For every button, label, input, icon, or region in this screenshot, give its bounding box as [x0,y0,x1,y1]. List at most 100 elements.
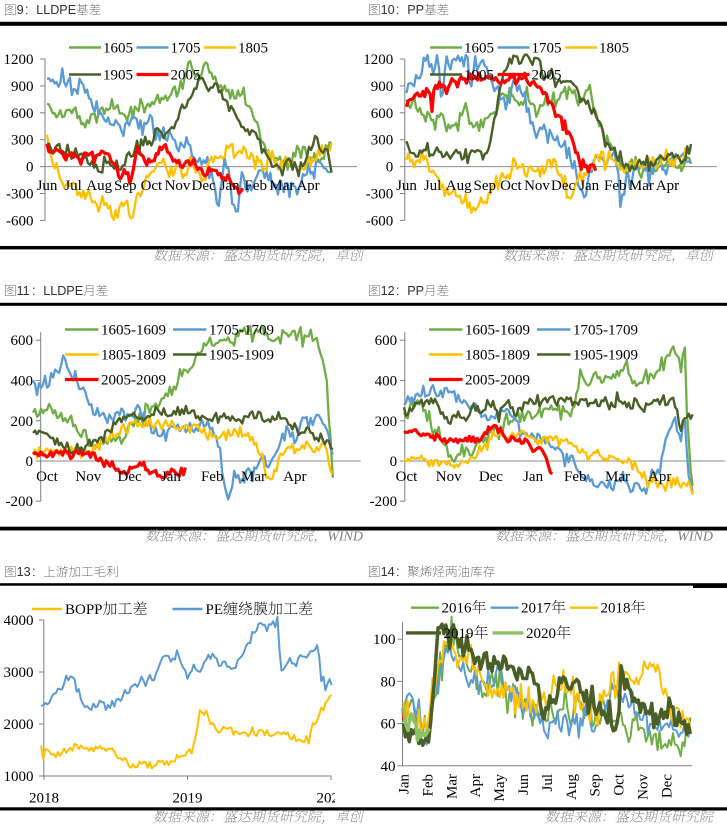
svg-text:0: 0 [386,160,394,176]
svg-text:1805: 1805 [238,41,268,57]
svg-text:1805-1809: 1805-1809 [465,348,530,364]
svg-text:1905-1909: 1905-1909 [209,348,274,364]
svg-text:600: 600 [375,333,398,349]
svg-text:2016: 2016 [442,601,473,617]
svg-text:Jun: Jun [396,178,417,194]
svg-text:PE: PE [206,602,224,618]
svg-text:10: 10 [381,3,395,17]
svg-text:2000: 2000 [4,717,34,733]
svg-text:2017: 2017 [521,601,552,617]
svg-text:2005: 2005 [171,68,201,84]
svg-text:May: May [492,774,508,802]
svg-text:0: 0 [26,160,34,176]
svg-text:-200: -200 [6,494,34,510]
svg-text:Dec: Dec [659,774,675,798]
svg-text:-600: -600 [366,213,394,229]
svg-text:1605-1609: 1605-1609 [101,323,166,339]
svg-text:600: 600 [371,106,394,122]
svg-text:1605-1609: 1605-1609 [465,323,530,339]
svg-text:Sep: Sep [114,178,137,194]
svg-text:-200: -200 [370,494,398,510]
svg-text:Apr: Apr [468,774,484,797]
svg-text:Feb: Feb [420,774,436,797]
svg-text:1905: 1905 [103,68,133,84]
svg-text:Oct: Oct [500,178,522,194]
svg-text:Jan: Jan [397,774,413,794]
svg-text:Nov: Nov [636,774,652,800]
svg-text:Apr: Apr [283,469,306,485]
svg-text:Oct: Oct [36,469,58,485]
svg-text:300: 300 [11,133,34,149]
svg-text:Oct: Oct [612,773,628,795]
svg-text:Nov: Nov [75,469,101,485]
svg-text:Dec: Dec [192,178,216,194]
svg-text:Feb: Feb [564,469,587,485]
svg-text:40: 40 [381,759,396,775]
svg-text:LLDPE: LLDPE [43,284,83,298]
svg-text:Mar: Mar [269,178,294,194]
svg-text:Oct: Oct [141,178,163,194]
svg-text:1805: 1805 [599,41,629,57]
svg-text:Mar: Mar [241,469,266,485]
svg-text:0: 0 [26,454,34,470]
svg-text:1000: 1000 [4,769,34,785]
svg-text:600: 600 [11,333,34,349]
svg-text:Jun: Jun [516,774,532,795]
svg-text:3000: 3000 [4,665,34,681]
svg-text:0: 0 [390,454,398,470]
svg-text:2005-2009: 2005-2009 [465,373,530,389]
svg-text:1200: 1200 [4,52,34,68]
svg-text:Jan: Jan [579,178,599,194]
svg-text:1605: 1605 [464,41,494,57]
svg-text:WIND: WIND [677,530,713,545]
svg-text:200: 200 [375,414,398,430]
svg-text:PP: PP [407,284,424,298]
svg-text:Sep: Sep [474,178,497,194]
svg-text:Feb: Feb [201,469,224,485]
svg-text:2005-2009: 2005-2009 [101,373,166,389]
svg-text:11: 11 [17,284,30,298]
svg-text:2019: 2019 [444,626,474,642]
svg-text:-300: -300 [366,187,394,203]
svg-text:Jul: Jul [64,178,82,194]
svg-text:13: 13 [17,565,31,579]
svg-text:WIND: WIND [327,530,363,545]
svg-text:-300: -300 [6,187,34,203]
svg-text:Oct: Oct [396,469,418,485]
svg-text:80: 80 [381,674,396,690]
svg-text:Feb: Feb [245,178,268,194]
svg-text:Apr: Apr [296,178,319,194]
svg-text:9: 9 [17,3,24,17]
svg-text:400: 400 [11,374,34,390]
svg-text:60: 60 [381,717,396,733]
svg-text:200: 200 [11,414,34,430]
svg-text:2019: 2019 [173,790,203,806]
svg-text:Jul: Jul [424,178,442,194]
svg-text:Apr: Apr [656,178,679,194]
svg-text:Jan: Jan [523,469,543,485]
svg-text:400: 400 [375,374,398,390]
svg-text:1905-1909: 1905-1909 [573,348,638,364]
svg-text:1705: 1705 [532,41,562,57]
svg-text:1805-1809: 1805-1809 [101,348,166,364]
svg-text:LLDPE: LLDPE [36,3,76,17]
svg-text:Mar: Mar [444,774,460,799]
svg-text:4000: 4000 [4,613,34,629]
svg-text:2020: 2020 [526,626,556,642]
svg-text:Jan: Jan [220,178,240,194]
svg-text:Dec: Dec [118,469,142,485]
svg-text:1705: 1705 [171,41,201,57]
svg-text:1705-1709: 1705-1709 [573,323,638,339]
svg-text:Nov: Nov [436,469,462,485]
svg-text:600: 600 [11,106,34,122]
svg-text:PP: PP [407,3,424,17]
svg-text:2020: 2020 [317,790,347,806]
svg-text:1605: 1605 [103,41,133,57]
svg-text:BOPP: BOPP [65,602,103,618]
svg-text:2018: 2018 [601,601,631,617]
svg-text:2005: 2005 [532,68,562,84]
svg-text:14: 14 [381,565,395,579]
svg-text:2018: 2018 [29,790,59,806]
svg-text:Jun: Jun [37,178,58,194]
svg-text:300: 300 [371,133,394,149]
